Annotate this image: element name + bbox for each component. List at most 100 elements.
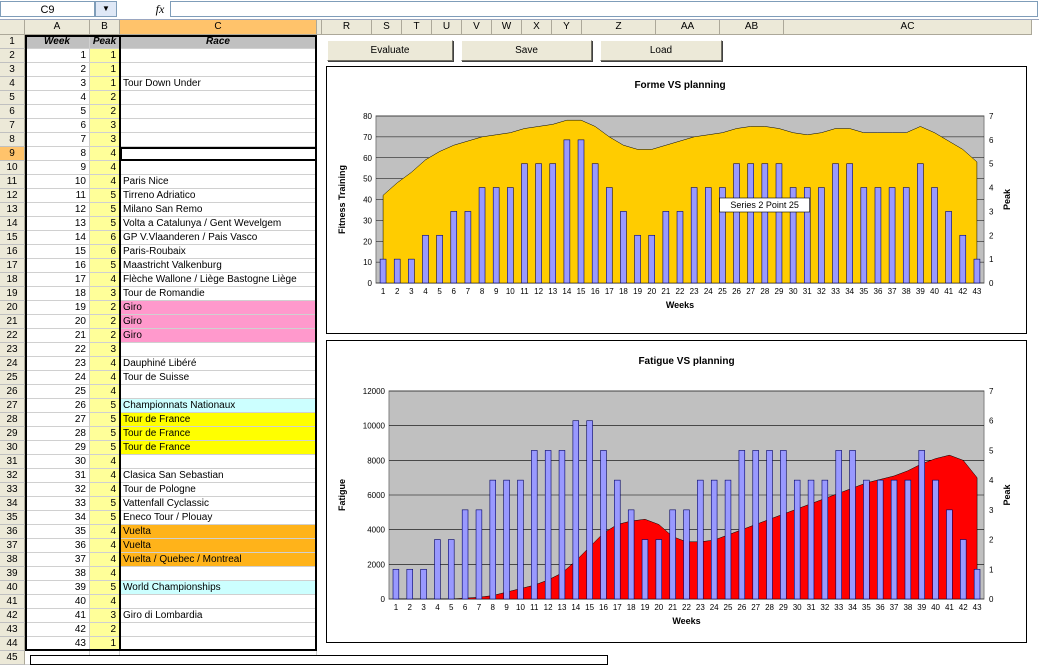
week-cell[interactable]: 2 [25, 63, 90, 77]
row-header[interactable]: 23 [0, 343, 25, 357]
peak-cell[interactable]: 1 [90, 49, 120, 63]
column-header-c[interactable]: C [120, 20, 317, 35]
peak-cell[interactable]: 4 [90, 595, 120, 609]
row-header[interactable]: 43 [0, 623, 25, 637]
column-header-r[interactable]: R [322, 20, 372, 35]
row-header[interactable]: 4 [0, 77, 25, 91]
row-header[interactable]: 42 [0, 609, 25, 623]
row-header[interactable]: 30 [0, 441, 25, 455]
row-header[interactable]: 19 [0, 287, 25, 301]
row-header[interactable]: 22 [0, 329, 25, 343]
week-cell[interactable]: 21 [25, 329, 90, 343]
row-header[interactable]: 11 [0, 175, 25, 189]
week-cell[interactable]: 20 [25, 315, 90, 329]
week-cell[interactable]: 26 [25, 399, 90, 413]
peak-cell[interactable]: 2 [90, 623, 120, 637]
row-header[interactable]: 2 [0, 49, 25, 63]
row-header[interactable]: 32 [0, 469, 25, 483]
race-cell[interactable]: Milano San Remo [120, 203, 317, 217]
week-cell[interactable]: 17 [25, 273, 90, 287]
selected-cell[interactable] [120, 147, 317, 161]
week-cell[interactable]: 39 [25, 581, 90, 595]
race-cell[interactable] [120, 385, 317, 399]
peak-cell[interactable]: 6 [90, 245, 120, 259]
row-header[interactable]: 33 [0, 483, 25, 497]
race-cell[interactable] [120, 119, 317, 133]
peak-cell[interactable]: 4 [90, 539, 120, 553]
week-cell[interactable]: 12 [25, 203, 90, 217]
peak-cell[interactable]: 1 [90, 637, 120, 651]
row-header[interactable]: 14 [0, 217, 25, 231]
race-cell[interactable]: Tour de France [120, 413, 317, 427]
peak-cell[interactable]: 4 [90, 161, 120, 175]
peak-cell[interactable]: 5 [90, 203, 120, 217]
peak-cell[interactable]: 5 [90, 511, 120, 525]
peak-cell[interactable]: 5 [90, 427, 120, 441]
row-header[interactable]: 38 [0, 553, 25, 567]
peak-cell[interactable]: 2 [90, 329, 120, 343]
row-header[interactable]: 6 [0, 105, 25, 119]
race-cell[interactable]: Tour de France [120, 427, 317, 441]
formula-input[interactable] [170, 1, 1038, 17]
week-cell[interactable]: 1 [25, 49, 90, 63]
row-header[interactable]: 27 [0, 399, 25, 413]
week-cell[interactable]: 33 [25, 497, 90, 511]
peak-cell[interactable]: 3 [90, 119, 120, 133]
peak-cell[interactable]: 5 [90, 413, 120, 427]
name-box[interactable]: C9 [0, 1, 95, 17]
column-header-y[interactable]: Y [552, 20, 582, 35]
row-header[interactable]: 7 [0, 119, 25, 133]
week-cell[interactable]: 31 [25, 469, 90, 483]
week-cell[interactable]: 22 [25, 343, 90, 357]
race-cell[interactable]: Flèche Wallone / Liège Bastogne Liège [120, 273, 317, 287]
select-all-corner[interactable] [0, 20, 25, 35]
peak-cell[interactable]: 4 [90, 469, 120, 483]
race-cell[interactable]: Tour de Pologne [120, 483, 317, 497]
peak-cell[interactable]: 5 [90, 497, 120, 511]
peak-cell[interactable]: 6 [90, 231, 120, 245]
peak-cell[interactable]: 4 [90, 357, 120, 371]
week-cell[interactable]: 5 [25, 105, 90, 119]
row-header[interactable]: 3 [0, 63, 25, 77]
race-cell[interactable]: Tour de France [120, 441, 317, 455]
week-cell[interactable]: 43 [25, 637, 90, 651]
race-cell[interactable] [120, 595, 317, 609]
race-cell[interactable]: Dauphiné Libéré [120, 357, 317, 371]
row-header[interactable]: 36 [0, 525, 25, 539]
peak-cell[interactable]: 5 [90, 399, 120, 413]
peak-cell[interactable]: 4 [90, 371, 120, 385]
row-header[interactable]: 29 [0, 427, 25, 441]
race-cell[interactable]: Paris Nice [120, 175, 317, 189]
forme-chart[interactable]: Forme VS planning 0 10 20 30 40 50 60 70 80 0 1 2 3 4 5… [326, 66, 1027, 334]
column-header-x[interactable]: X [522, 20, 552, 35]
race-cell[interactable]: Vattenfall Cyclassic [120, 497, 317, 511]
column-header-v[interactable]: V [462, 20, 492, 35]
save-button[interactable]: Save [461, 40, 592, 61]
row-header[interactable]: 34 [0, 497, 25, 511]
column-header-aa[interactable]: AA [656, 20, 720, 35]
race-cell[interactable]: Championnats Nationaux [120, 399, 317, 413]
week-cell[interactable]: 28 [25, 427, 90, 441]
peak-cell[interactable]: 2 [90, 91, 120, 105]
evaluate-button[interactable]: Evaluate [327, 40, 453, 61]
column-header-w[interactable]: W [492, 20, 522, 35]
row-header[interactable]: 5 [0, 91, 25, 105]
function-icon[interactable]: fx [155, 2, 165, 16]
race-cell[interactable]: Volta a Catalunya / Gent Wevelgem [120, 217, 317, 231]
row-header[interactable]: 16 [0, 245, 25, 259]
row-header[interactable]: 18 [0, 273, 25, 287]
peak-cell[interactable]: 1 [90, 77, 120, 91]
week-cell[interactable]: 24 [25, 371, 90, 385]
race-cell[interactable]: Eneco Tour / Plouay [120, 511, 317, 525]
race-cell[interactable] [120, 63, 317, 77]
race-cell[interactable]: Tour de Romandie [120, 287, 317, 301]
week-cell[interactable]: 32 [25, 483, 90, 497]
row-header[interactable]: 37 [0, 539, 25, 553]
week-cell[interactable]: 25 [25, 385, 90, 399]
row-header[interactable]: 25 [0, 371, 25, 385]
race-cell[interactable]: Vuelta / Quebec / Montreal [120, 553, 317, 567]
race-cell[interactable]: Tour de Suisse [120, 371, 317, 385]
column-header-u[interactable]: U [432, 20, 462, 35]
row-header[interactable]: 28 [0, 413, 25, 427]
row-header[interactable]: 26 [0, 385, 25, 399]
